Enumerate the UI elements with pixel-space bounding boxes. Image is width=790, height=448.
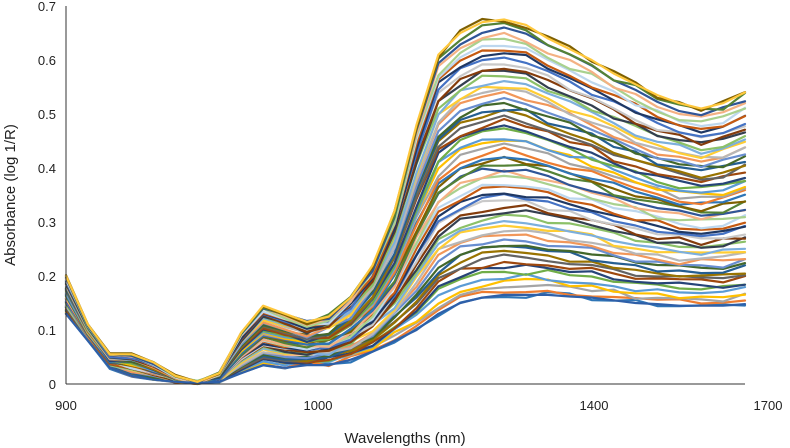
y-tick-label: 0.4 (38, 161, 56, 176)
y-tick-label: 0.5 (38, 107, 56, 122)
x-tick-label: 1400 (580, 398, 609, 413)
y-tick-label: 0.7 (38, 0, 56, 14)
y-axis-title: Absorbance (log 1/R) (2, 124, 19, 266)
y-tick-label: 0.3 (38, 215, 56, 230)
y-tick-label: 0.1 (38, 323, 56, 338)
series-layer (64, 17, 747, 386)
x-tick-label: 900 (55, 398, 77, 413)
y-tick-label: 0 (49, 377, 56, 392)
x-tick-label: 1000 (304, 398, 333, 413)
x-axis-title: Wavelengths (nm) (344, 430, 465, 447)
y-tick-label: 0.6 (38, 53, 56, 68)
spectrum-line (64, 293, 747, 384)
spectrum-line (64, 18, 747, 383)
x-tick-label: 1700 (754, 398, 783, 413)
y-tick-label: 0.2 (38, 269, 56, 284)
